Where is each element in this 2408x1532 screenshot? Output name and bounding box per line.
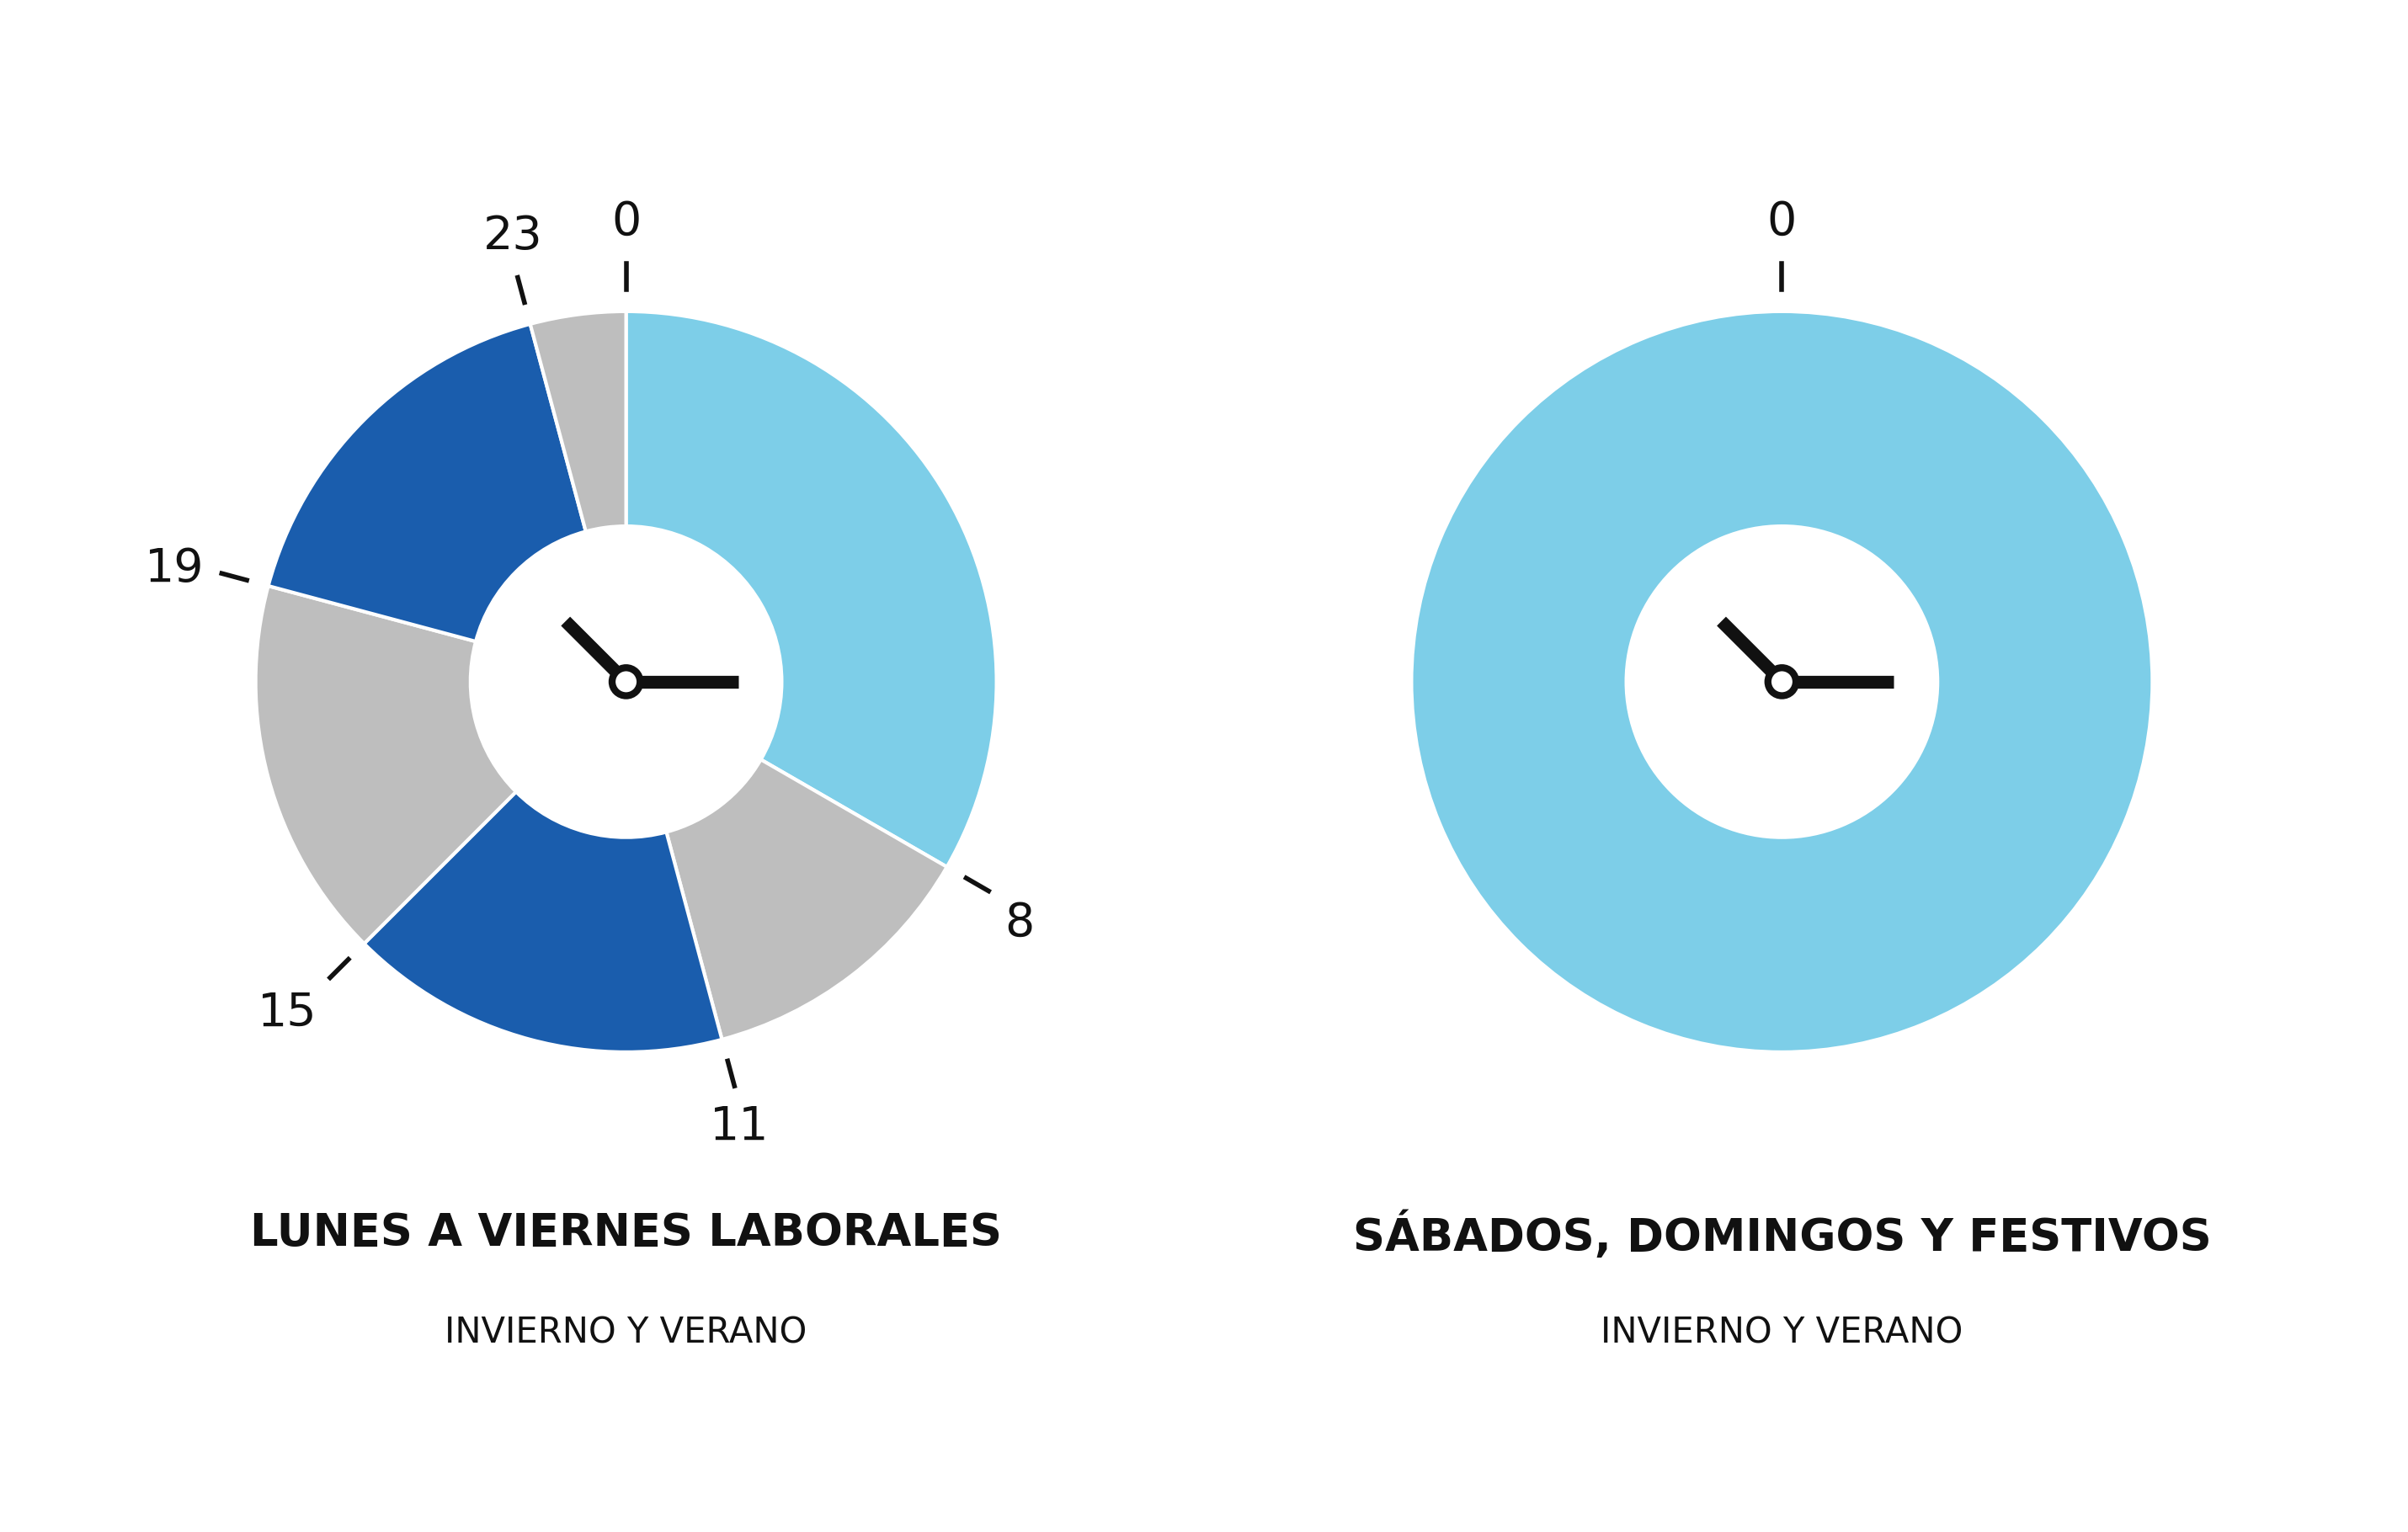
Circle shape <box>470 525 783 838</box>
Wedge shape <box>530 311 626 532</box>
Text: 23: 23 <box>484 214 542 259</box>
Wedge shape <box>626 311 997 867</box>
Wedge shape <box>267 323 585 642</box>
Text: 19: 19 <box>144 545 205 591</box>
Wedge shape <box>1411 311 2153 1052</box>
Text: INVIERNO Y VERANO: INVIERNO Y VERANO <box>1601 1314 1963 1350</box>
Wedge shape <box>255 585 515 944</box>
Wedge shape <box>667 760 946 1040</box>
Circle shape <box>1625 525 1938 838</box>
Text: 0: 0 <box>1767 199 1796 245</box>
Text: 15: 15 <box>258 991 318 1036</box>
Text: SÁBADOS, DOMINGOS Y FESTIVOS: SÁBADOS, DOMINGOS Y FESTIVOS <box>1353 1212 2211 1259</box>
Text: 0: 0 <box>612 199 641 245</box>
Circle shape <box>1767 668 1796 696</box>
Text: 11: 11 <box>710 1105 768 1149</box>
Text: LUNES A VIERNES LABORALES: LUNES A VIERNES LABORALES <box>250 1212 1002 1255</box>
Circle shape <box>612 668 641 696</box>
Text: INVIERNO Y VERANO: INVIERNO Y VERANO <box>445 1314 807 1350</box>
Wedge shape <box>364 792 722 1052</box>
Text: 8: 8 <box>1004 901 1035 945</box>
